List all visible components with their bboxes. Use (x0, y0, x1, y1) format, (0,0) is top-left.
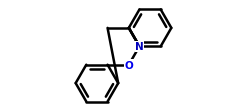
Text: N: N (135, 42, 144, 52)
Text: O: O (124, 60, 133, 70)
